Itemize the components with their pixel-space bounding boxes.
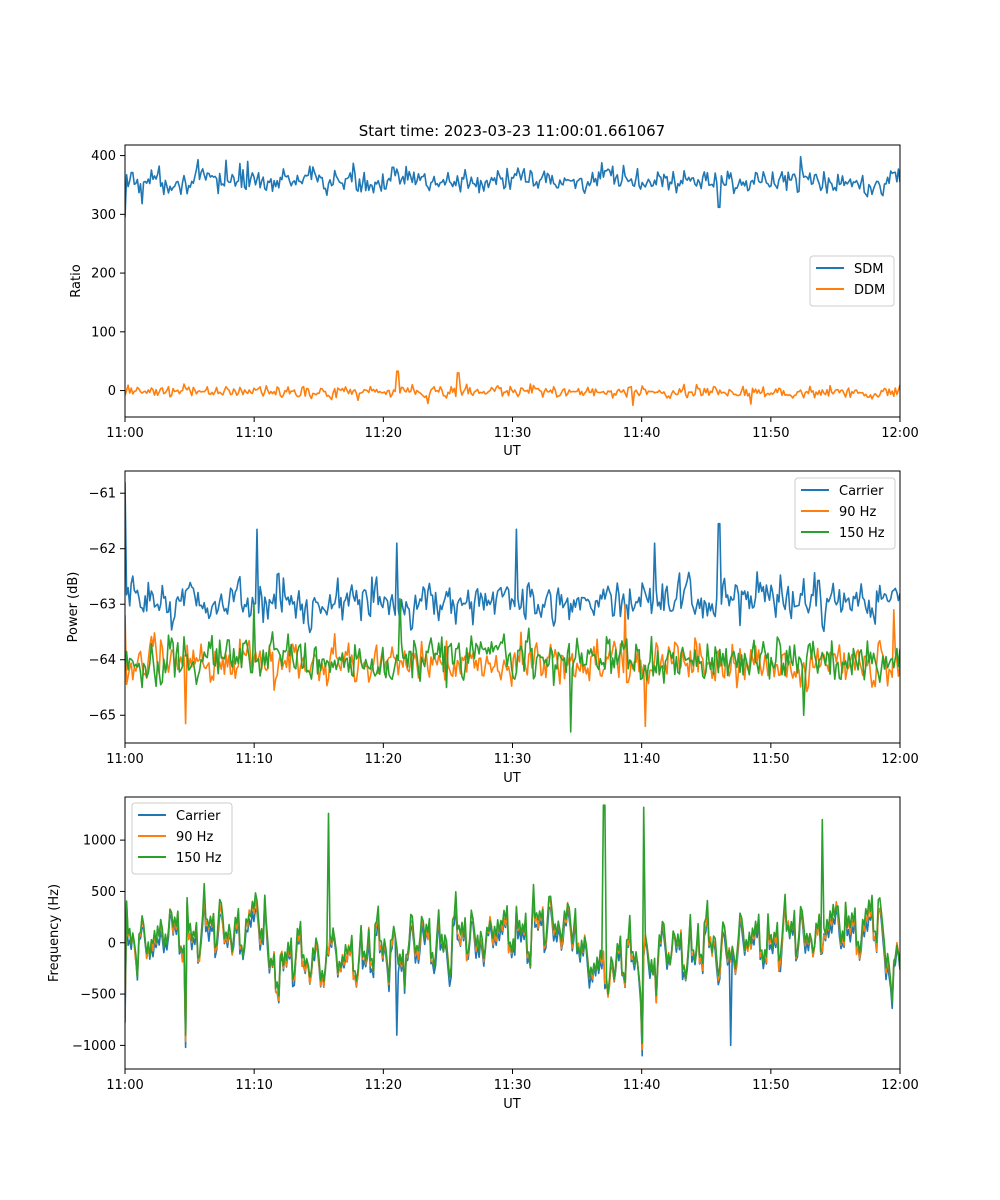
y-tick-label: 100 — [91, 325, 116, 340]
series-group — [125, 482, 900, 733]
y-tick-label: 300 — [91, 208, 116, 223]
series-group — [125, 155, 900, 407]
legend: Carrier 90 Hz 150 Hz — [131, 802, 233, 875]
frequency-panel: Frequency (Hz) UT 11:00 11:10 11:20 11:30 11… — [47, 796, 919, 1112]
x-tick-label: 11:00 — [106, 426, 143, 441]
legend-label: Carrier — [839, 484, 884, 499]
legend-label: 90 Hz — [176, 830, 213, 845]
y-tick-label: −65 — [89, 709, 116, 724]
ratio-panel: Ratio UT 11:00 11:10 11:20 11:30 11:40 11:50 1… — [69, 144, 919, 459]
legend: Carrier 90 Hz 150 Hz — [794, 477, 896, 550]
x-tick-label: 11:50 — [752, 752, 789, 767]
y-tick-label: 500 — [91, 885, 116, 900]
y-tick-label: 400 — [91, 149, 116, 164]
y-tick-label: −61 — [89, 487, 116, 502]
y-tick-label: −500 — [80, 988, 116, 1003]
ratio-xlabel: UT — [503, 444, 521, 459]
power-panel: Power (dB) UT 11:00 11:10 11:20 11:30 11:40 1… — [66, 470, 919, 786]
x-tick-label: 11:10 — [235, 426, 272, 441]
series-line-carrier — [125, 482, 900, 634]
x-tick-label: 11:40 — [623, 752, 660, 767]
x-tick-label: 12:00 — [881, 426, 918, 441]
x-tick-label: 11:40 — [623, 1078, 660, 1093]
x-tick-label: 12:00 — [881, 752, 918, 767]
series-line-150-hz — [125, 804, 900, 1045]
power-xlabel: UT — [503, 771, 521, 786]
legend-label: DDM — [854, 283, 885, 298]
legend-label: 90 Hz — [839, 505, 876, 520]
y-tick-label: −63 — [89, 598, 116, 613]
x-tick-label: 12:00 — [881, 1078, 918, 1093]
legend-label: 150 Hz — [839, 526, 885, 541]
legend-label: 150 Hz — [176, 851, 222, 866]
y-tick-label: 0 — [108, 936, 116, 951]
x-tick-label: 11:00 — [106, 1078, 143, 1093]
y-tick-label: 200 — [91, 267, 116, 282]
y-tick-label: −62 — [89, 542, 116, 557]
x-tick-label: 11:30 — [494, 752, 531, 767]
x-tick-label: 11:20 — [365, 752, 402, 767]
frequency-xlabel: UT — [503, 1097, 521, 1112]
y-tick-label: 0 — [108, 384, 116, 399]
series-line-sdm — [125, 155, 900, 218]
legend-label: Carrier — [176, 809, 221, 824]
x-tick-label: 11:30 — [494, 1078, 531, 1093]
y-tick-label: 1000 — [83, 834, 116, 849]
figure-title: Start time: 2023-03-23 11:00:01.661067 — [359, 122, 665, 140]
axes-frame — [124, 796, 901, 1070]
series-line-ddm — [125, 370, 900, 407]
x-tick-label: 11:30 — [494, 426, 531, 441]
x-tick-label: 11:40 — [623, 426, 660, 441]
series-line-150-hz — [125, 597, 900, 733]
legend: SDM DDM — [809, 255, 895, 307]
legend-label: SDM — [854, 262, 883, 277]
series-group — [125, 804, 900, 1057]
x-tick-label: 11:20 — [365, 426, 402, 441]
y-tick-label: −1000 — [72, 1039, 116, 1054]
x-tick-label: 11:10 — [235, 752, 272, 767]
y-tick-label: −64 — [89, 653, 116, 668]
power-ylabel: Power (dB) — [66, 572, 81, 643]
x-tick-label: 11:50 — [752, 426, 789, 441]
x-tick-label: 11:20 — [365, 1078, 402, 1093]
ratio-ylabel: Ratio — [69, 264, 84, 297]
x-tick-label: 11:00 — [106, 752, 143, 767]
x-tick-label: 11:10 — [235, 1078, 272, 1093]
frequency-ylabel: Frequency (Hz) — [47, 884, 62, 982]
x-tick-label: 11:50 — [752, 1078, 789, 1093]
